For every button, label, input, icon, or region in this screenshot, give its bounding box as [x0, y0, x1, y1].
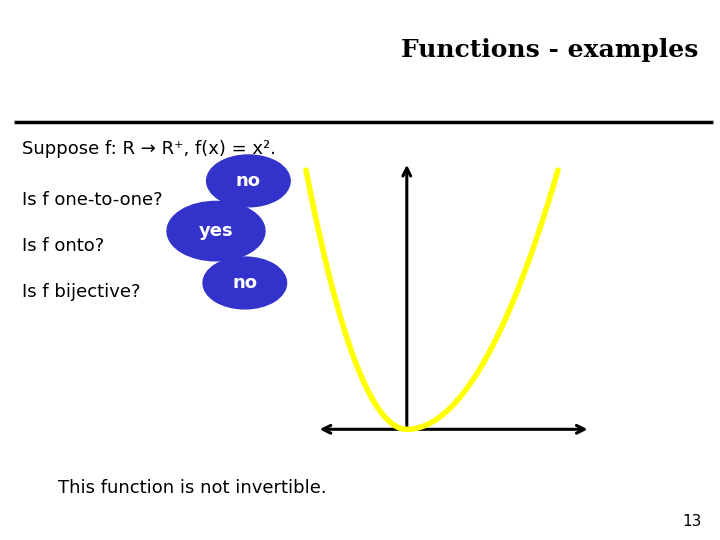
- Text: Is f bijective?: Is f bijective?: [22, 282, 140, 301]
- Text: Is f one-to-one?: Is f one-to-one?: [22, 191, 162, 209]
- Ellipse shape: [167, 201, 265, 261]
- Text: Is f onto?: Is f onto?: [22, 237, 104, 255]
- Text: 13: 13: [683, 514, 702, 529]
- Text: Suppose f: R → R⁺, f(x) = x².: Suppose f: R → R⁺, f(x) = x².: [22, 140, 276, 158]
- Text: no: no: [236, 172, 261, 190]
- Text: Functions - examples: Functions - examples: [401, 38, 698, 62]
- Ellipse shape: [207, 155, 290, 207]
- Text: yes: yes: [199, 222, 233, 240]
- Ellipse shape: [203, 257, 287, 309]
- Text: no: no: [233, 274, 257, 292]
- Text: This function is not invertible.: This function is not invertible.: [58, 479, 326, 497]
